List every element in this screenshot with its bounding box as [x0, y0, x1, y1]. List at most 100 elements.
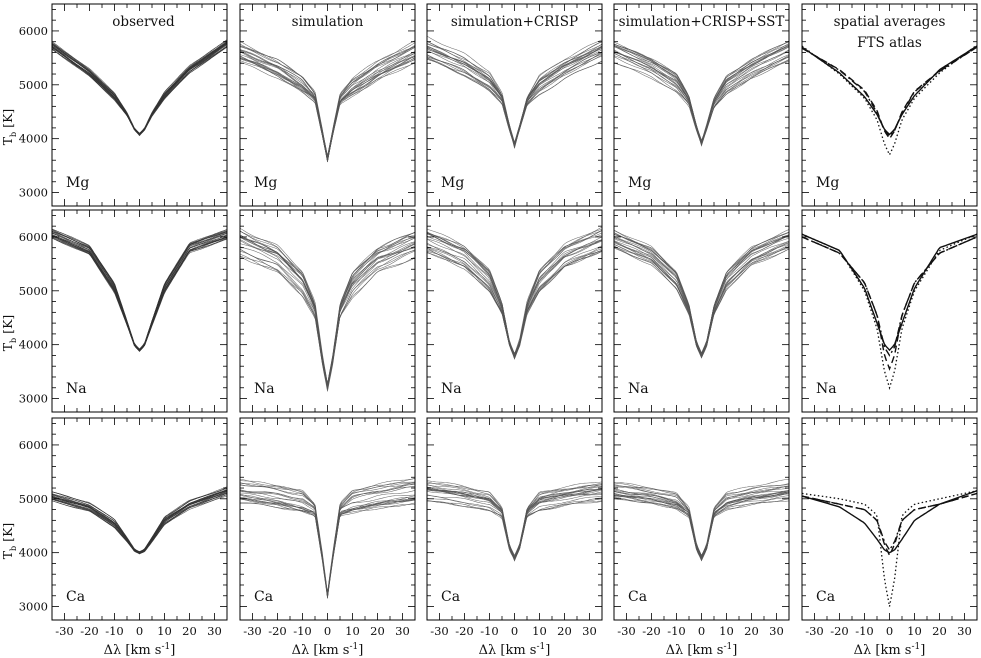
profile-line: [427, 484, 602, 560]
profile-line: [614, 497, 789, 558]
profile-line: [52, 42, 227, 134]
profile-line: [427, 488, 602, 558]
profile-line: [427, 51, 602, 144]
x-tick-label: 0: [511, 624, 518, 638]
profile-line: [427, 245, 602, 356]
profile-line: [427, 58, 602, 146]
x-tick-label: -30: [55, 624, 74, 638]
profile-line: [240, 497, 415, 597]
element-label: Na: [254, 381, 275, 397]
profile-line: [240, 40, 415, 158]
profile-line: [427, 246, 602, 356]
profile-line: [614, 488, 789, 560]
profile-lines: [614, 40, 789, 147]
profile-line: [614, 478, 789, 557]
panel-na-5: Na: [801, 209, 978, 413]
profile-line: [427, 488, 602, 558]
profile-line: [614, 59, 789, 145]
profile-line: [240, 253, 415, 388]
profile-line: [427, 238, 602, 358]
profile-lines: [802, 233, 977, 391]
profile-line: [52, 40, 227, 134]
profile-line: [240, 240, 415, 385]
profile-line: [52, 42, 227, 135]
x-tick-label: 0: [324, 624, 331, 638]
profile-lines: [240, 478, 415, 599]
y-tick-label: 3000: [19, 600, 48, 614]
profile-line: [240, 490, 415, 595]
profile-line: [427, 495, 602, 561]
profile-line: [52, 490, 227, 553]
profile-line: [52, 44, 227, 134]
series-line-simulation-crisp-average: [802, 236, 977, 357]
x-tick-label: 10: [532, 624, 547, 638]
profile-line: [427, 484, 602, 562]
profile-line: [240, 54, 415, 159]
profile-line: [240, 495, 415, 594]
panel-mg-2: Mg simulation: [239, 3, 416, 207]
profile-line: [427, 233, 602, 359]
profile-line: [240, 250, 415, 388]
profile-line: [427, 238, 602, 359]
profile-line: [52, 41, 227, 136]
profile-lines: [614, 229, 789, 359]
panel-na-3: Na: [426, 209, 603, 413]
element-label: Ca: [628, 589, 647, 605]
x-tick-label: -10: [667, 624, 686, 638]
profile-line: [240, 484, 415, 598]
element-label: Ca: [254, 589, 273, 605]
profile-line: [240, 236, 415, 388]
profile-lines: [427, 480, 602, 562]
profile-line: [427, 486, 602, 559]
profile-line: [427, 488, 602, 559]
profile-line: [52, 42, 227, 136]
element-label: Ca: [66, 589, 85, 605]
x-axis-label: Δλ [km s-1]: [666, 642, 738, 658]
x-tick-label: 10: [719, 624, 734, 638]
profile-line: [614, 482, 789, 562]
profile-line: [52, 489, 227, 553]
x-tick-label: 0: [886, 624, 893, 638]
profile-line: [52, 40, 227, 137]
profile-line: [614, 493, 789, 558]
profile-line: [427, 235, 602, 360]
profile-line: [52, 488, 227, 553]
profile-line: [52, 235, 227, 352]
x-tick-label: -30: [243, 624, 262, 638]
x-axis-label: Δλ [km s-1]: [104, 642, 176, 658]
series-line-observed-average: [802, 233, 977, 352]
profile-line: [240, 250, 415, 392]
element-label: Na: [816, 381, 837, 397]
profile-line: [240, 237, 415, 390]
panel-na-4: Na: [613, 209, 790, 413]
column-title: spatial averages: [834, 14, 946, 30]
profile-line: [52, 43, 227, 135]
profile-line: [52, 237, 227, 351]
column-title: FTS atlas: [857, 35, 922, 51]
panel-na-1: Na 3000 4000 5000 6000 Tb[K]: [0, 209, 228, 413]
profile-line: [52, 42, 227, 135]
panel-ca-2: Ca -30 -20 -10 0 10 20 30 Δλ [km s-1]: [239, 417, 416, 658]
profile-lines: [614, 478, 789, 562]
profile-line: [427, 39, 602, 149]
profile-line: [52, 234, 227, 352]
y-tick-label: 5000: [19, 492, 48, 506]
profile-line: [427, 46, 602, 145]
profile-line: [240, 57, 415, 159]
panel-na-2: Na: [239, 209, 416, 413]
profile-line: [52, 42, 227, 135]
x-tick-label: 20: [370, 624, 385, 638]
panel-mg-3: Mg simulation+CRISP: [426, 3, 603, 207]
profile-line: [52, 486, 227, 553]
profile-line: [427, 229, 602, 357]
profile-line: [427, 488, 602, 558]
series-line-simulation-crisp-average: [802, 46, 977, 138]
profile-lines: [240, 40, 415, 163]
element-label: Na: [628, 381, 649, 397]
profile-line: [240, 55, 415, 156]
x-tick-label: -20: [268, 624, 287, 638]
panel-mg-4: Mg simulation+CRISP+SST: [613, 3, 790, 207]
x-tick-label: -20: [80, 624, 99, 638]
profile-line: [427, 228, 602, 358]
